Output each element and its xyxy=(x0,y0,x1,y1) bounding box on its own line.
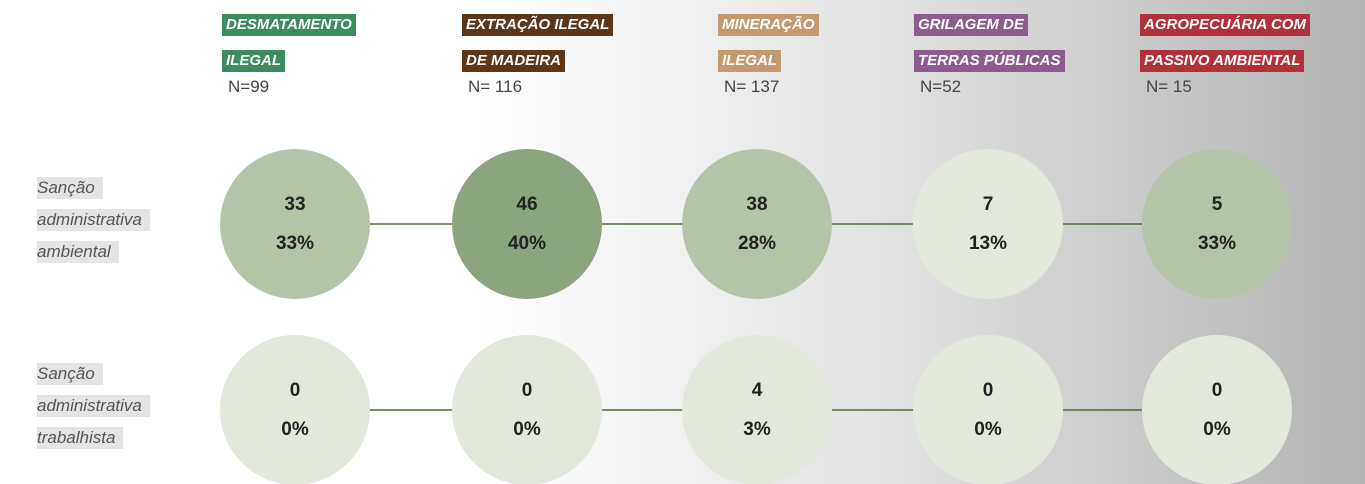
column-n: N= 137 xyxy=(724,77,780,96)
cell-count: 0 xyxy=(290,380,301,401)
row-label: administrativa xyxy=(37,395,150,417)
cell-count: 0 xyxy=(983,380,994,401)
cell-circle xyxy=(913,335,1063,484)
cell-percent: 0% xyxy=(281,419,309,440)
column-n: N=99 xyxy=(228,77,270,96)
cell-circle xyxy=(220,335,370,484)
cell-count: 33 xyxy=(284,194,305,215)
cell-count: 4 xyxy=(752,380,763,401)
cell-circle xyxy=(682,335,832,484)
cell-percent: 0% xyxy=(513,419,541,440)
cell-percent: 0% xyxy=(1203,419,1231,440)
cell-count: 0 xyxy=(522,380,533,401)
cell-circle xyxy=(913,149,1063,299)
cell-count: 5 xyxy=(1212,194,1223,215)
cell-count: 46 xyxy=(516,194,537,215)
column-label: AGROPECUÁRIA COM xyxy=(1140,14,1310,36)
column-label: ILEGAL xyxy=(222,50,285,72)
row-label: Sanção xyxy=(37,177,103,199)
column-label: MINERAÇÃO xyxy=(718,14,819,36)
row-label: Sanção xyxy=(37,363,103,385)
column-n: N= 15 xyxy=(1146,77,1192,96)
cell-percent: 0% xyxy=(974,419,1002,440)
cell-percent: 13% xyxy=(969,233,1007,254)
cell-count: 0 xyxy=(1212,380,1223,401)
column-label: GRILAGEM DE xyxy=(914,14,1028,36)
row-label: ambiental xyxy=(37,241,119,263)
column-label: DESMATAMENTO xyxy=(222,14,356,36)
cell-count: 38 xyxy=(746,194,767,215)
cell-circle xyxy=(452,149,602,299)
column-label: TERRAS PÚBLICAS xyxy=(914,50,1065,72)
column-n: N= 116 xyxy=(468,77,523,96)
row-label: administrativa xyxy=(37,209,150,231)
cell-circle xyxy=(220,149,370,299)
cell-circle xyxy=(682,149,832,299)
cell-circle xyxy=(452,335,602,484)
cell-percent: 40% xyxy=(508,233,546,254)
cell-circle xyxy=(1142,149,1292,299)
column-label: PASSIVO AMBIENTAL xyxy=(1140,50,1305,72)
column-n: N=52 xyxy=(920,77,962,96)
cell-percent: 33% xyxy=(1198,233,1236,254)
column-label: EXTRAÇÃO ILEGAL xyxy=(462,14,614,36)
row-label: trabalhista xyxy=(37,427,124,449)
cell-circle xyxy=(1142,335,1292,484)
column-label: DE MADEIRA xyxy=(462,50,566,72)
cell-percent: 33% xyxy=(276,233,314,254)
cell-count: 7 xyxy=(983,194,994,215)
column-label: ILEGAL xyxy=(718,50,781,72)
cell-percent: 3% xyxy=(743,419,771,440)
cell-percent: 28% xyxy=(738,233,776,254)
